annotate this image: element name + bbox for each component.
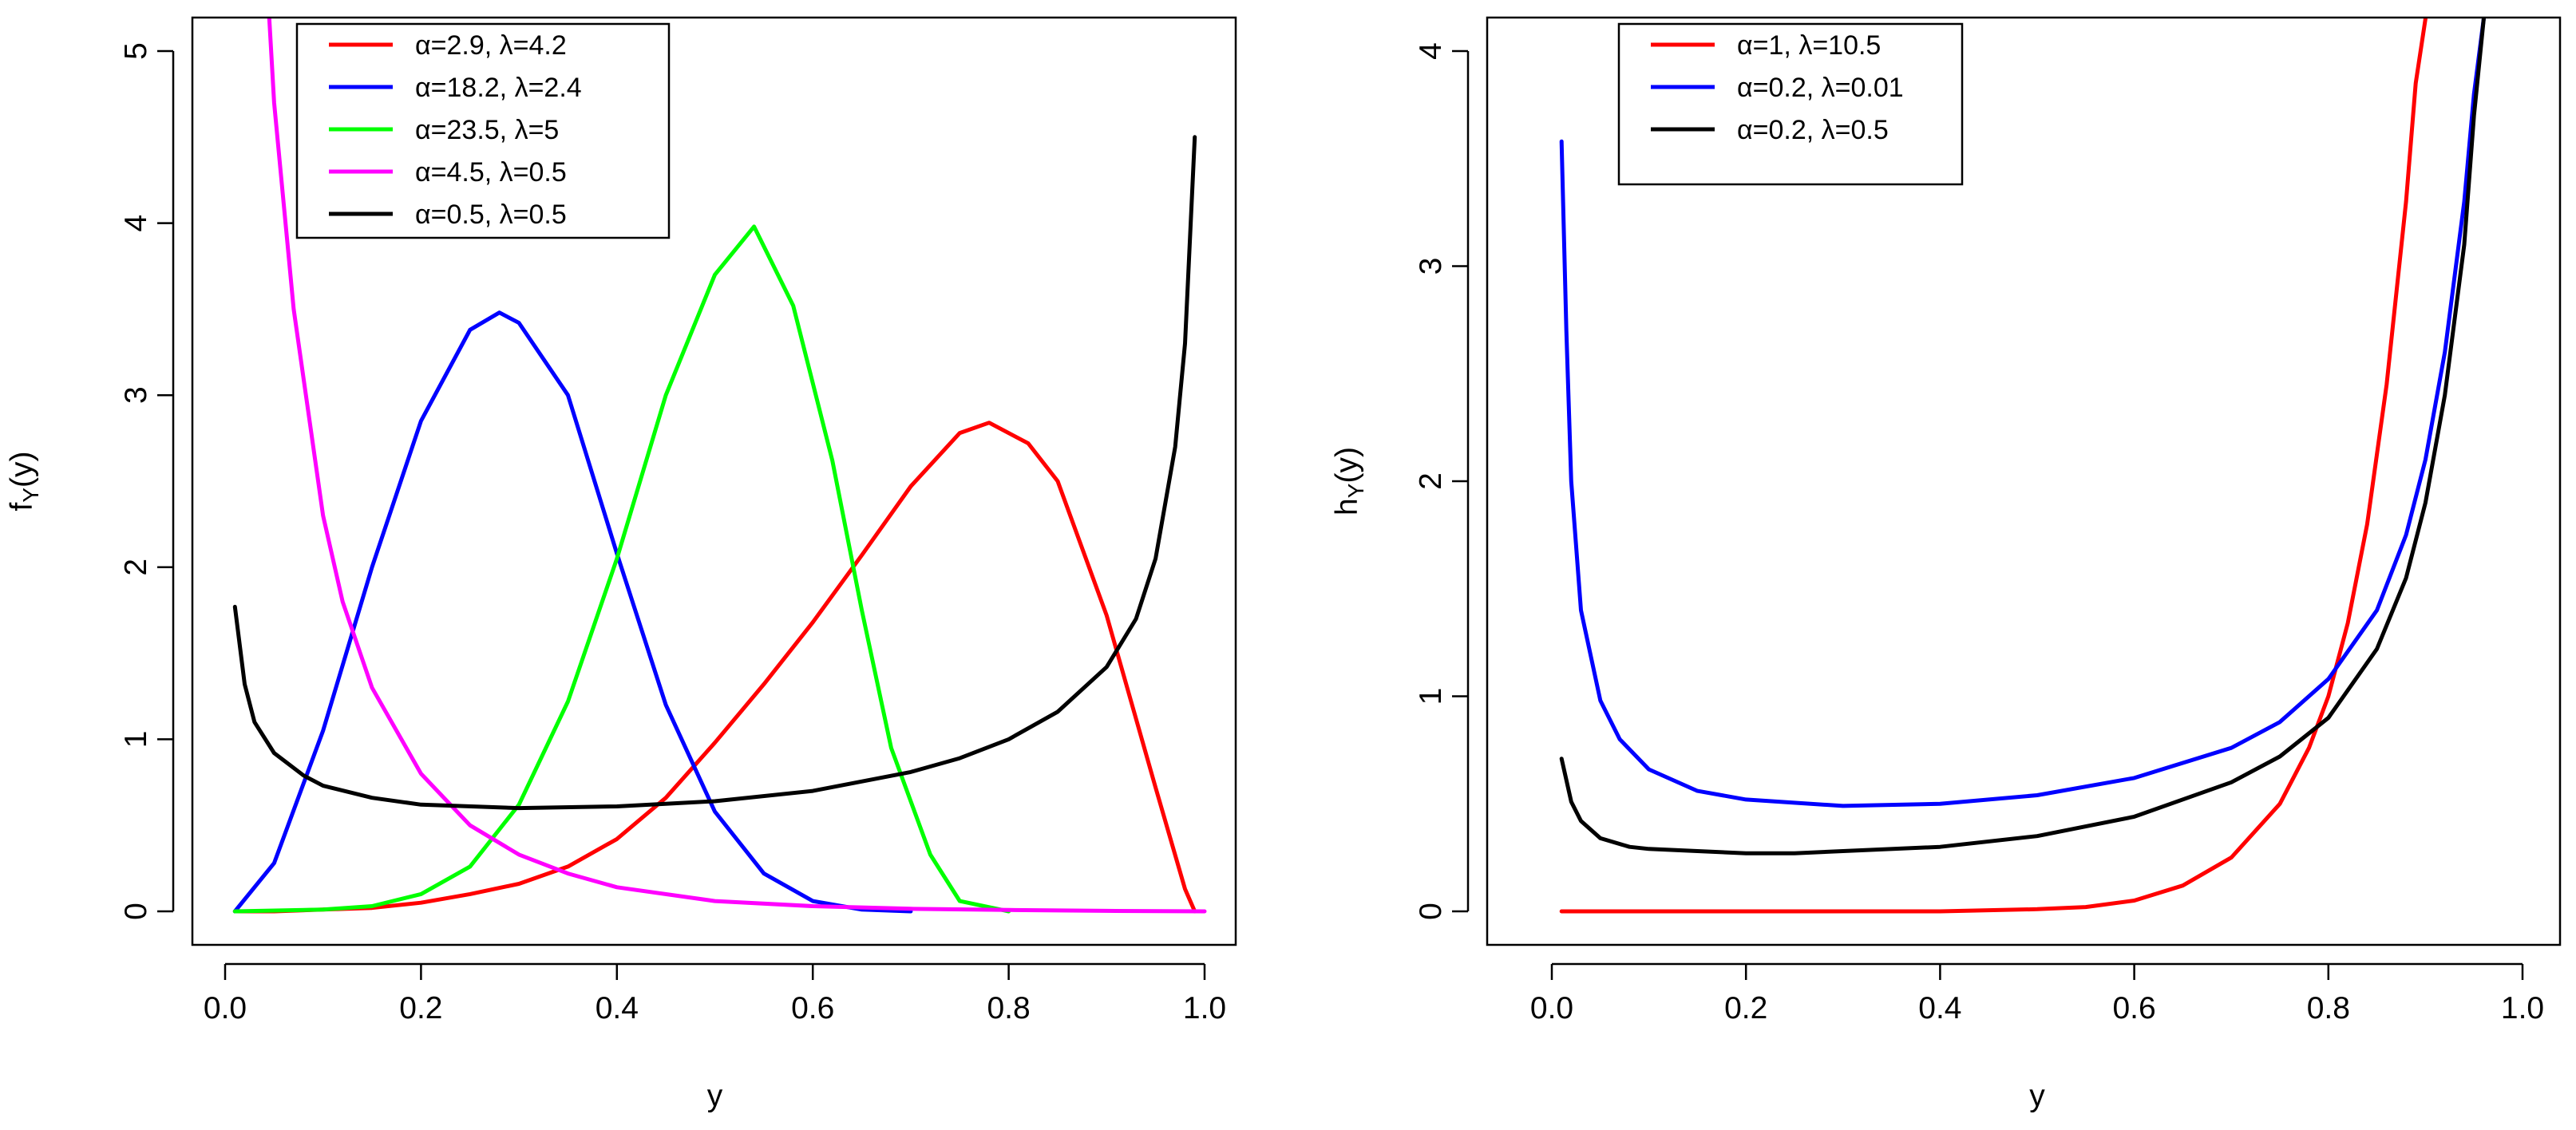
x-tick-label: 1.0	[2501, 991, 2544, 1025]
x-tick-label: 0.0	[204, 991, 247, 1025]
series-line-1	[232, 421, 1197, 914]
x-tick-label: 1.0	[1183, 991, 1226, 1025]
legend-item: α=18.2, λ=2.4	[329, 73, 582, 103]
legend-label: α=2.9, λ=4.2	[415, 30, 567, 61]
legend-item: α=0.2, λ=0.01	[1651, 73, 1904, 103]
series-line-2	[232, 310, 913, 914]
legend-item: α=1, λ=10.5	[1651, 30, 1881, 61]
y-tick-label: 4	[119, 215, 153, 232]
x-axis-title: y	[2029, 1079, 2045, 1113]
legend: α=2.9, λ=4.2 α=18.2, λ=2.4 α=23.5, λ=5 α=4.…	[295, 22, 671, 239]
legend-label: α=4.5, λ=0.5	[415, 157, 567, 188]
y-tick-label: 0	[1414, 903, 1448, 920]
legend-label: α=1, λ=10.5	[1737, 30, 1881, 61]
x-tick-label: 0.2	[1724, 991, 1767, 1025]
y-axis-title-tail: (y)	[5, 451, 39, 487]
legend-item: α=23.5, λ=5	[329, 115, 559, 145]
plot-frame	[191, 16, 1237, 946]
series-lines	[1559, 18, 2486, 914]
legend-label: α=0.2, λ=0.01	[1737, 73, 1904, 103]
y-axis: 0 1 2 3 4	[1414, 42, 1470, 920]
series-line-4	[267, 18, 1207, 914]
x-tick-label: 0.6	[791, 991, 834, 1025]
x-axis: 0.0 0.2 0.4 0.6 0.8 1.0	[204, 962, 1226, 1025]
legend-item: α=4.5, λ=0.5	[329, 157, 567, 188]
x-axis: 0.0 0.2 0.4 0.6 0.8 1.0	[1530, 962, 2544, 1025]
legend-item: α=0.2, λ=0.5	[1651, 115, 1889, 145]
legend-label: α=18.2, λ=2.4	[415, 73, 582, 103]
x-tick-label: 0.6	[2112, 991, 2155, 1025]
y-tick-label: 2	[1414, 472, 1448, 490]
y-axis-title-tail: (y)	[1330, 447, 1364, 483]
x-tick-label: 0.4	[1918, 991, 1961, 1025]
y-tick-label: 3	[1414, 258, 1448, 275]
series-line-3	[1559, 18, 2486, 855]
series-line-1	[1559, 18, 2428, 914]
plot-frame	[1486, 16, 2562, 946]
x-tick-label: 0.0	[1530, 991, 1573, 1025]
x-tick-label: 0.8	[987, 991, 1030, 1025]
legend-item: α=2.9, λ=4.2	[329, 30, 567, 61]
chart-panel-2: 0.0 0.2 0.4 0.6 0.8 1.0 0 1 2 3 4 y hY(y) α=1, λ=10.5…	[1330, 16, 2562, 1113]
legend-label: α=23.5, λ=5	[415, 115, 559, 145]
y-axis-title-subscript: Y	[1343, 483, 1368, 498]
y-tick-label: 1	[1414, 688, 1448, 705]
series-line-3	[232, 224, 1011, 914]
series-line-5	[232, 135, 1197, 811]
y-tick-label: 3	[119, 386, 153, 404]
y-tick-label: 1	[119, 731, 153, 749]
y-axis-title-main: f	[5, 503, 39, 512]
series-lines	[232, 18, 1207, 914]
series-line-2	[1559, 18, 2486, 808]
legend: α=1, λ=10.5 α=0.2, λ=0.01 α=0.2, λ=0.5	[1617, 22, 1964, 186]
y-axis: 0 1 2 3 4 5	[119, 42, 175, 920]
x-axis-title: y	[707, 1079, 723, 1113]
chart-panel-1: 0.0 0.2 0.4 0.6 0.8 1.0 0 1 2 3 4 5 y fY(y) α=2.9, λ=4…	[5, 16, 1237, 1113]
legend-box	[1617, 22, 1964, 186]
y-axis-title-subscript: Y	[18, 488, 43, 503]
y-axis-title: hY(y)	[1330, 447, 1368, 516]
legend-label: α=0.5, λ=0.5	[415, 200, 567, 230]
y-tick-label: 4	[1414, 42, 1448, 60]
legend-item: α=0.5, λ=0.5	[329, 200, 567, 230]
legend-label: α=0.2, λ=0.5	[1737, 115, 1889, 145]
x-tick-label: 0.4	[596, 991, 639, 1025]
y-axis-title-main: h	[1330, 498, 1364, 516]
x-tick-label: 0.2	[399, 991, 442, 1025]
y-tick-label: 5	[119, 42, 153, 60]
y-tick-label: 2	[119, 559, 153, 576]
y-axis-title: fY(y)	[5, 451, 43, 511]
y-tick-label: 0	[119, 903, 153, 920]
x-tick-label: 0.8	[2307, 991, 2350, 1025]
